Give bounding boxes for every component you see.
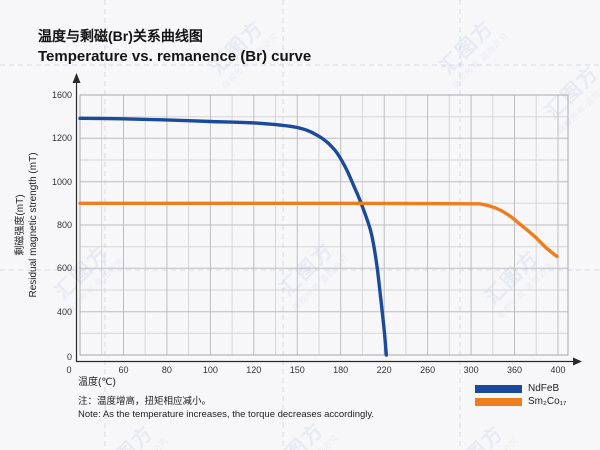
x-tick-label: 400 <box>550 365 566 375</box>
notes: 注：温度增高，扭矩相应减小。 Note: As the temperature … <box>78 396 374 421</box>
x-axis-title: 温度(℃) <box>78 377 116 388</box>
note-en: Note: As the temperature increases, the … <box>78 409 375 420</box>
y-tick-label: 0 <box>66 352 72 362</box>
x-tick-label: 220 <box>376 365 392 375</box>
x-tick-label: 150 <box>289 365 305 375</box>
axis-lines <box>75 80 575 363</box>
grid-major-lines <box>79 94 569 356</box>
x-tick-label: 180 <box>333 365 349 375</box>
y-tick-label: 1200 <box>51 133 72 144</box>
curve-sm2co17 <box>78 201 559 259</box>
y-tick-label: 1600 <box>51 90 72 100</box>
x-tick-label: 300 <box>463 365 479 375</box>
note-zh: 注：温度增高，扭矩相应减小。 <box>78 396 212 407</box>
legend-swatch-icon <box>475 397 522 406</box>
x-tick-label: 360 <box>506 365 523 375</box>
x-axis-arrow-icon <box>573 357 582 366</box>
legend-item: NdFeB <box>475 382 566 395</box>
chart-title: 温度与剩磁(Br)关系曲线图 Temperature vs. remanence… <box>38 27 311 66</box>
legend: NdFeB Sm₂Co₁₇ <box>475 382 566 408</box>
y-tick-label: 800 <box>56 220 72 230</box>
curve-ndfeb <box>78 116 388 357</box>
legend-swatch-icon <box>475 384 522 393</box>
x-tick-label: 80 <box>161 365 172 375</box>
legend-item: Sm₂Co₁₇ <box>475 395 566 408</box>
y-axis-title-en: Residual magnetic strength (mT) <box>28 152 39 298</box>
plot-border <box>79 94 569 356</box>
chart-title-en: Temperature vs. remanence (Br) curve <box>38 48 312 65</box>
x-tick-label: 0 <box>66 365 72 375</box>
y-tick-label: 1000 <box>51 176 72 187</box>
x-tick-label: 120 <box>246 365 262 375</box>
legend-label: Sm₂Co₁₇ <box>528 396 567 407</box>
y-tick-label: 600 <box>56 263 72 274</box>
y-axis-title-zh: 剩磁强度(mT) <box>15 194 26 256</box>
x-tick-label: 260 <box>420 365 436 375</box>
chart-title-zh: 温度与剩磁(Br)关系曲线图 <box>38 28 203 44</box>
y-axis-title: 剩磁强度(mT) Residual magnetic strength (mT) <box>14 152 40 297</box>
legend-label: NdFeB <box>528 383 560 394</box>
y-axis-arrow-icon <box>72 73 81 83</box>
x-tick-label: 100 <box>202 365 218 375</box>
x-tick-label: 60 <box>118 365 129 375</box>
y-tick-label: 400 <box>56 306 72 317</box>
